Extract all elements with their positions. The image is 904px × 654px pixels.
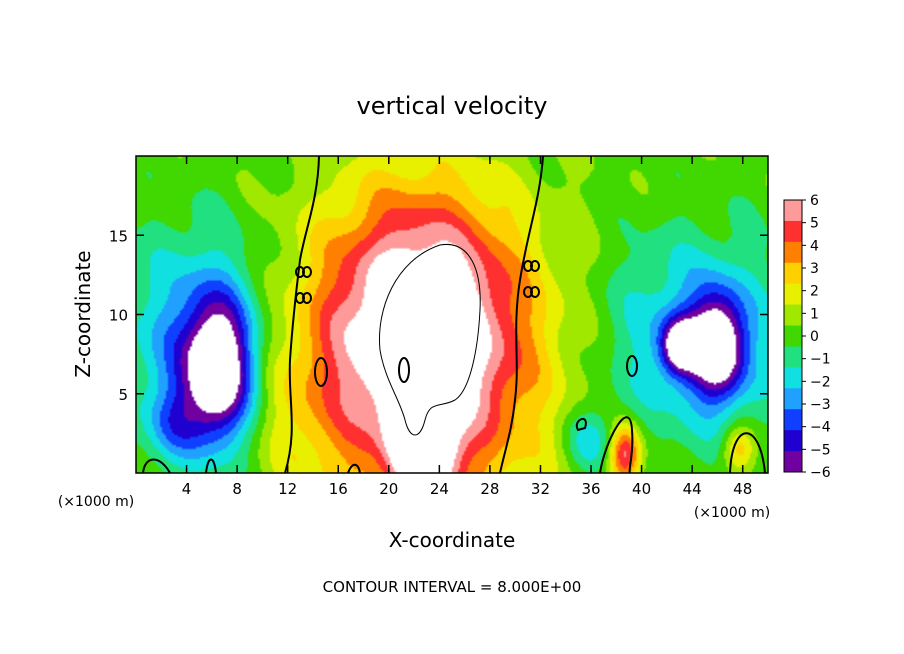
contour-interval-note: CONTOUR INTERVAL = 8.000E+00 — [323, 578, 582, 596]
colorbar-swatch — [784, 367, 802, 389]
colorbar-swatch — [784, 220, 802, 243]
colorbar-swatch — [784, 325, 802, 347]
x-tick-label: 12 — [278, 480, 297, 498]
contour-line-core — [378, 243, 481, 436]
x-axis: 4 8 12 16 20 24 28 32 36 40 44 48 — [182, 156, 752, 498]
colorbar-swatch — [784, 262, 802, 285]
colorbar: 6 5 4 3 2 1 0 −1 −2 −3 −4 −5 −6 — [783, 193, 831, 481]
x-unit-label-right: (×1000 m) — [694, 505, 770, 521]
x-axis-label: X-coordinate — [389, 528, 516, 552]
x-tick-label: 36 — [581, 480, 600, 498]
colorbar-tick-label: 6 — [810, 193, 819, 209]
colorbar-swatch — [784, 388, 802, 410]
colorbar-tick-label: 4 — [810, 238, 819, 254]
contour-blob — [398, 357, 410, 383]
x-unit-label-left: (×1000 m) — [58, 494, 134, 510]
colorbar-swatch — [784, 451, 802, 473]
contour-blob — [626, 355, 638, 377]
contour-blob — [302, 266, 312, 278]
x-tick-label: 24 — [430, 480, 449, 498]
contour-blob — [530, 286, 540, 298]
y-tick-label: 10 — [109, 307, 128, 325]
colorbar-tick-label: 2 — [810, 284, 819, 300]
y-tick-label: 15 — [109, 227, 128, 245]
chart-title: vertical velocity — [357, 92, 548, 120]
colorbar-tick-label: 3 — [810, 261, 819, 277]
y-axis-label: Z-coordinate — [71, 250, 95, 377]
colorbar-tick-label: 0 — [810, 329, 819, 345]
colorbar-tick-label: −3 — [810, 397, 831, 413]
x-tick-label: 48 — [733, 480, 752, 498]
velocity-heatmap — [136, 156, 768, 473]
x-tick-label: 20 — [379, 480, 398, 498]
colorbar-swatch — [784, 409, 802, 431]
contour-line-right — [499, 155, 544, 474]
y-tick-label: 5 — [118, 386, 128, 404]
colorbar-tick-label: −4 — [810, 420, 831, 436]
plot-area — [135, 155, 769, 474]
colorbar-swatch — [784, 241, 802, 264]
colorbar-swatch — [784, 200, 802, 222]
colorbar-swatch — [784, 430, 802, 452]
x-tick-label: 4 — [182, 480, 192, 498]
colorbar-swatch — [784, 346, 802, 368]
x-tick-label: 8 — [232, 480, 242, 498]
colorbar-tick-label: −6 — [810, 465, 831, 481]
colorbar-tick-label: −1 — [810, 352, 831, 368]
contour-lines — [142, 155, 766, 474]
x-tick-label: 28 — [480, 480, 499, 498]
colorbar-tick-label: −2 — [810, 374, 831, 390]
colorbar-tick-label: 5 — [810, 216, 819, 232]
contour-blob — [530, 260, 540, 272]
colorbar-tick-label: −5 — [810, 442, 831, 458]
x-tick-label: 40 — [632, 480, 651, 498]
x-tick-label: 32 — [531, 480, 550, 498]
contour-blob — [314, 357, 328, 387]
y-axis: 5 10 15 — [109, 227, 768, 404]
colorbar-tick-label: 1 — [810, 306, 819, 322]
colorbar-swatch — [784, 283, 802, 306]
contour-line-left — [284, 155, 320, 474]
contour-line-bottom — [142, 416, 766, 474]
x-tick-label: 44 — [683, 480, 702, 498]
contour-blob — [302, 292, 312, 304]
x-tick-label: 16 — [329, 480, 348, 498]
colorbar-swatch — [784, 304, 802, 327]
